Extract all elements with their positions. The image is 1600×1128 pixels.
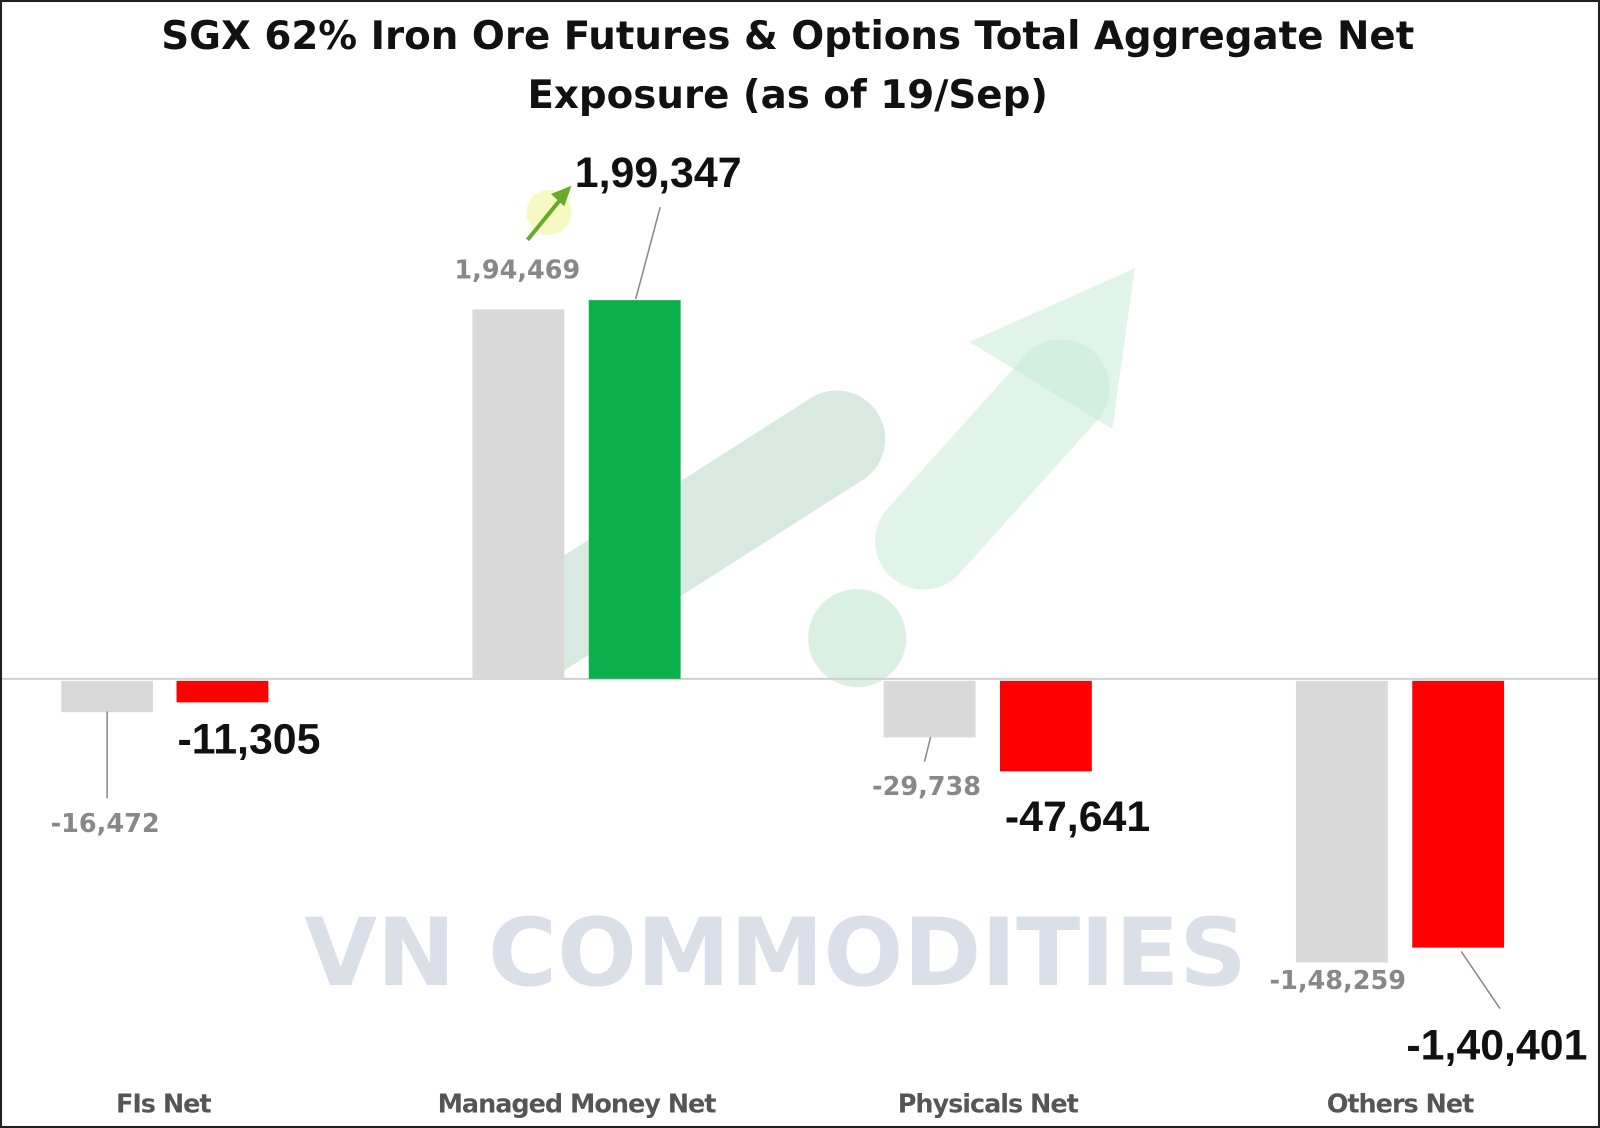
prev-label-others-net: -1,48,259 [1270, 966, 1406, 996]
chart-title-line-2: Exposure (as of 19/Sep) [527, 73, 1048, 118]
current-label-fis-net: -11,305 [177, 715, 320, 763]
current-label-others-net: -1,40,401 [1406, 1022, 1587, 1070]
increase-arrow-icon [525, 185, 572, 242]
chart-title-line-1: SGX 62% Iron Ore Futures & Options Total… [161, 14, 1414, 59]
bar-current-others-net [1412, 680, 1505, 948]
bar-prev-managed-money-net [472, 309, 565, 679]
bar-current-fis-net [176, 680, 269, 703]
current-label-physicals-net: -47,641 [1005, 793, 1150, 841]
prev-label-fis-net: -16,472 [51, 809, 160, 839]
current-label-managed-money-net: 1,99,347 [575, 149, 742, 197]
bar-current-physicals-net [1000, 680, 1092, 772]
bar-prev-fis-net [61, 680, 154, 713]
bar-current-managed-money-net [588, 300, 681, 679]
watermark-text: VN COMMODITIES [304, 899, 1247, 1008]
prev-label-managed-money-net: 1,94,469 [454, 256, 580, 286]
category-label-fis-net: FIs Net [116, 1090, 211, 1120]
category-label-others-net: Others Net [1327, 1090, 1474, 1120]
category-label-physicals-net: Physicals Net [898, 1090, 1079, 1120]
leader-line-physicals-net-prev [923, 736, 932, 762]
leader-line-others-net-current [1460, 950, 1501, 1009]
category-label-managed-money-net: Managed Money Net [438, 1090, 717, 1120]
leader-line-managed-money-net-current [634, 207, 661, 300]
bar-prev-others-net [1295, 680, 1388, 963]
bar-prev-physicals-net [883, 680, 976, 738]
prev-label-physicals-net: -29,738 [872, 772, 981, 802]
